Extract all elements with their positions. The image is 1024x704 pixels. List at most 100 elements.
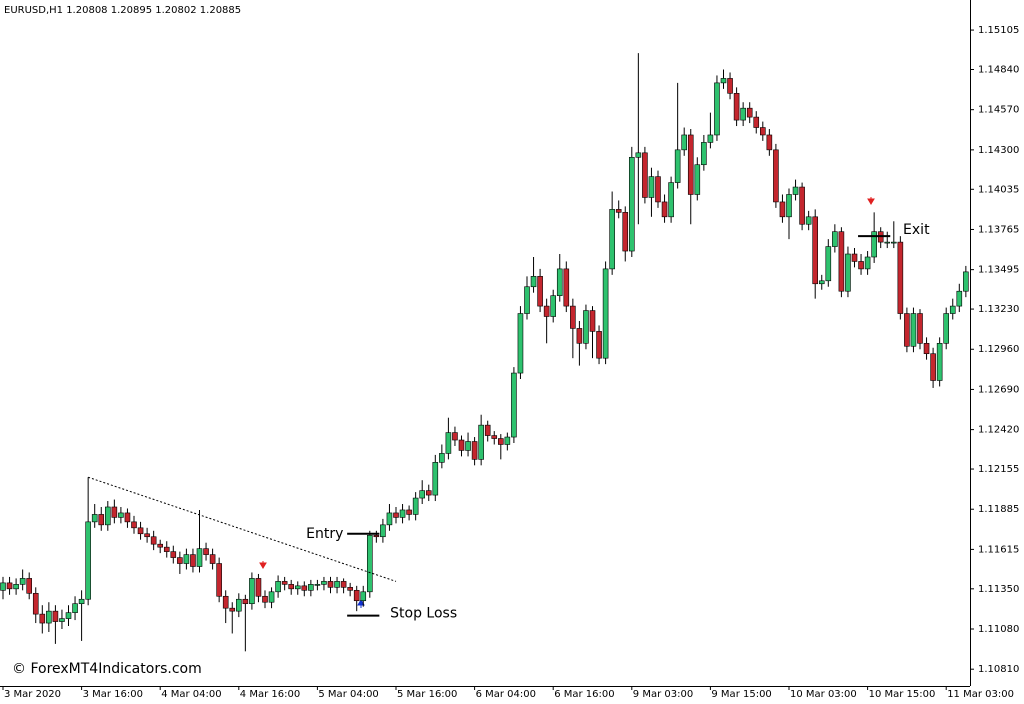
candle-body <box>746 107 753 118</box>
candle-body <box>805 216 812 225</box>
candle-body <box>563 268 570 307</box>
candle-body <box>759 127 766 136</box>
candle-body <box>249 578 255 605</box>
candle-body <box>445 432 452 454</box>
candle-body <box>491 435 498 439</box>
candle-body <box>550 295 557 317</box>
y-tick-label: 1.14840 <box>978 64 1019 75</box>
candle-body <box>714 82 720 136</box>
candle-body <box>183 554 190 564</box>
candle-body <box>504 436 511 445</box>
watermark: © ForexMT4Indicators.com <box>12 661 202 677</box>
candle-body <box>353 590 360 602</box>
sell-arrow <box>259 561 267 569</box>
candle-body <box>91 514 98 523</box>
y-tick-label: 1.10810 <box>978 664 1019 675</box>
x-tick-label: 6 Mar 04:00 <box>476 689 536 700</box>
candle-body <box>98 514 105 526</box>
x-tick-label: 4 Mar 16:00 <box>240 689 300 700</box>
candle-body <box>59 618 65 622</box>
candle-body <box>576 328 583 344</box>
candle-body <box>707 134 714 143</box>
candle-body <box>668 182 674 218</box>
candle-body <box>694 164 701 195</box>
candle-body <box>301 585 308 591</box>
candle-body <box>733 93 740 121</box>
candle-body <box>890 241 897 244</box>
x-tick-label: 9 Mar 03:00 <box>633 689 693 700</box>
candle-body <box>963 271 969 292</box>
candle-body <box>196 548 203 567</box>
candle-body <box>642 152 648 198</box>
candle-body <box>818 280 825 285</box>
candle-body <box>465 441 471 451</box>
candle-body <box>268 591 275 603</box>
candle-body <box>766 134 773 151</box>
sell-arrow <box>867 197 875 205</box>
candle-body <box>517 313 524 374</box>
candle-body <box>871 231 877 258</box>
candle-body <box>773 149 779 203</box>
candle-body <box>543 305 550 317</box>
candle-body <box>406 509 412 515</box>
candle-body <box>334 581 340 588</box>
candle-body <box>78 598 85 605</box>
level-label: Entry <box>306 526 343 542</box>
candle-body <box>425 490 432 496</box>
candle-body <box>222 595 229 609</box>
candle-body <box>340 581 347 588</box>
candle-body <box>32 592 39 615</box>
candle-body <box>615 209 622 213</box>
candle-body <box>602 268 609 359</box>
candle-body <box>144 533 150 538</box>
chart-title: EURUSD,H1 1.20808 1.20895 1.20802 1.2088… <box>4 5 241 16</box>
candle-body <box>209 554 216 564</box>
candle-body <box>65 612 72 619</box>
candle-body <box>537 276 543 307</box>
candle-body <box>864 256 871 270</box>
candle-body <box>281 581 288 585</box>
candle-body <box>799 186 805 225</box>
x-tick-label: 11 Mar 03:00 <box>947 689 1014 700</box>
x-tick-label: 10 Mar 15:00 <box>869 689 936 700</box>
candle-body <box>471 441 478 460</box>
candle-body <box>242 598 249 605</box>
candle-body <box>111 506 118 518</box>
candle-body <box>373 534 380 538</box>
candle-body <box>570 305 576 329</box>
candle-body <box>432 462 439 496</box>
candle-body <box>150 536 157 545</box>
x-tick-label: 5 Mar 16:00 <box>397 689 457 700</box>
candle-body <box>596 331 602 359</box>
candle-body <box>720 78 727 84</box>
candle-body <box>163 546 170 552</box>
candle-body <box>727 78 733 94</box>
candle-body <box>740 107 746 121</box>
candle-body <box>288 584 295 590</box>
candle-body <box>262 595 268 603</box>
candle-body <box>308 584 314 591</box>
candle-body <box>635 152 642 158</box>
y-tick-label: 1.14570 <box>978 105 1019 116</box>
candle-body <box>792 186 799 195</box>
candle-body <box>478 424 484 460</box>
level-label: Exit <box>903 222 930 238</box>
candle-body <box>897 241 904 314</box>
x-tick-label: 3 Mar 16:00 <box>83 689 143 700</box>
candle-body <box>347 587 353 591</box>
candle-body <box>589 310 596 332</box>
candle-body <box>19 578 26 585</box>
candle-body <box>838 231 845 292</box>
candle-body <box>851 253 858 262</box>
candle-body <box>949 305 956 314</box>
candle-body <box>511 372 517 438</box>
candle-body <box>419 490 426 499</box>
candle-body <box>779 201 786 218</box>
y-tick-label: 1.11885 <box>978 504 1019 515</box>
candle-body <box>393 512 399 518</box>
candle-body <box>943 313 950 344</box>
candle-body <box>386 512 393 526</box>
x-tick-label: 5 Mar 04:00 <box>318 689 378 700</box>
x-tick-label: 10 Mar 03:00 <box>790 689 857 700</box>
